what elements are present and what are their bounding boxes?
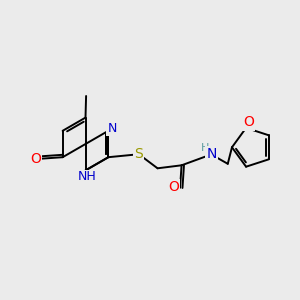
Text: O: O <box>168 180 179 194</box>
Text: H: H <box>200 143 209 153</box>
Text: NH: NH <box>78 170 96 184</box>
Text: O: O <box>243 116 254 130</box>
Text: N: N <box>107 122 117 135</box>
Text: O: O <box>30 152 41 166</box>
Text: S: S <box>134 147 142 161</box>
Text: N: N <box>206 147 217 161</box>
